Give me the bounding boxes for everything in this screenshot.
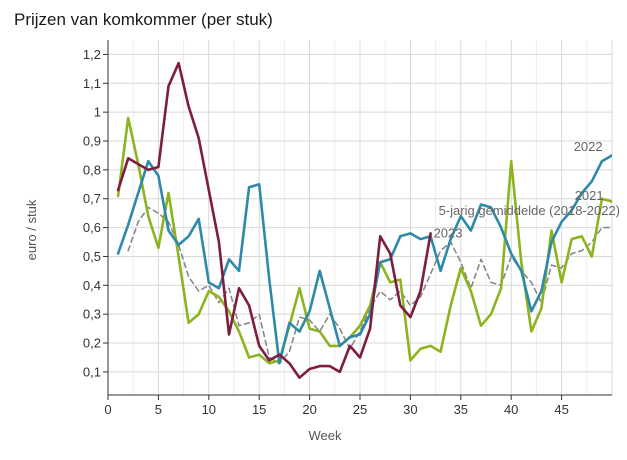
x-tick-label: 15 (252, 402, 266, 417)
y-tick-label: 0,7 (83, 191, 101, 206)
x-tick-label: 30 (403, 402, 417, 417)
grid-lines (107, 40, 613, 395)
y-tick-label: 1 (94, 105, 101, 120)
y-tick-label: 0,9 (83, 134, 101, 149)
x-tick-label: 25 (353, 402, 367, 417)
x-tick-label: 5 (155, 402, 162, 417)
series-labels: 2022 2021 2023 5-jarig gemiddelde (2018-202… (434, 139, 620, 241)
chart-title: Prijzen van komkommer (per stuk) (14, 10, 273, 29)
series-label-2023: 2023 (434, 226, 463, 241)
y-tick-label: 1,1 (83, 76, 101, 91)
y-tick-label: 0,6 (83, 220, 101, 235)
series-line-2023 (116, 61, 432, 380)
x-tick-label: 45 (554, 402, 568, 417)
y-tick-label: 0,8 (83, 162, 101, 177)
x-tick-label: 40 (504, 402, 518, 417)
series-group (116, 61, 612, 380)
axes: 0 5 10 15 20 25 30 35 40 45 0,1 0,2 0,3 0,4 0,5 0,6 0,7 0… (83, 40, 612, 417)
series-label-2021: 2021 (575, 188, 604, 203)
x-tick-label: 20 (302, 402, 316, 417)
x-tick-label: 35 (454, 402, 468, 417)
series-line-2022 (116, 154, 612, 365)
series-layer (116, 61, 612, 380)
y-tick-label: 0,2 (83, 336, 101, 351)
y-tick-label: 1,2 (83, 47, 101, 62)
x-tick-label: 0 (104, 402, 111, 417)
series-label-2022: 2022 (574, 139, 603, 154)
y-tick-label: 0,4 (83, 278, 101, 293)
series-label-average: 5-jarig gemiddelde (2018-2022) (439, 203, 620, 218)
x-axis-title: Week (309, 428, 342, 443)
y-axis-title: euro / stuk (24, 199, 39, 260)
y-tick-label: 0,5 (83, 249, 101, 264)
series-line-2021 (116, 116, 612, 365)
y-tick-label: 0,3 (83, 307, 101, 322)
y-tick-label: 0,1 (83, 364, 101, 379)
x-tick-label: 10 (202, 402, 216, 417)
